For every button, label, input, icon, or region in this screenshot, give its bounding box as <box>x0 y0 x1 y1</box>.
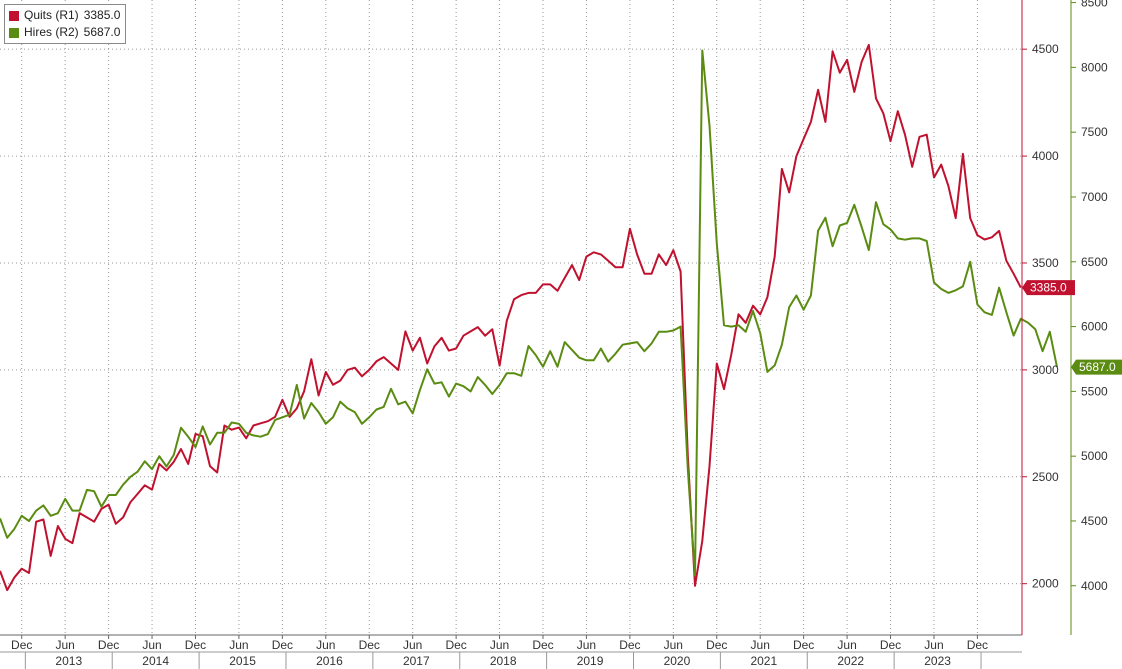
x-axis-month-label: Jun <box>577 638 596 652</box>
x-axis-month-label: Dec <box>967 638 988 652</box>
axis-r1-tick-label: 3500 <box>1032 256 1059 270</box>
x-axis-month-label: Jun <box>316 638 335 652</box>
legend-last-hires: 5687.0 <box>83 25 121 39</box>
legend-label-quits: Quits (R1) <box>24 8 79 22</box>
x-axis-year-label: 2017 <box>403 654 430 668</box>
legend-label-hires: Hires (R2) <box>24 25 79 39</box>
x-axis-year-label: 2021 <box>750 654 777 668</box>
x-axis-month-label: Jun <box>229 638 248 652</box>
x-axis-year-label: 2023 <box>924 654 951 668</box>
x-axis-month-label: Jun <box>490 638 509 652</box>
x-axis-month-label: Dec <box>793 638 814 652</box>
x-axis-month-label: Jun <box>55 638 74 652</box>
legend-item-hires: Hires (R2) 5687.0 <box>9 24 120 41</box>
axis-r2-tick-label: 8500 <box>1081 0 1108 10</box>
x-axis-month-label: Dec <box>272 638 293 652</box>
axis-r2-tick-label: 4000 <box>1081 579 1108 593</box>
series-line-hires <box>0 49 1058 577</box>
x-axis-month-label: Jun <box>751 638 770 652</box>
x-axis-month-label: Dec <box>445 638 466 652</box>
axis-r1-quits: 2000 2500 3000 3500 4000 4500 <box>1021 0 1059 635</box>
x-axis-month-label: Dec <box>185 638 206 652</box>
axis-r1-tick-label: 2500 <box>1032 470 1059 484</box>
x-axis-month-label: Jun <box>837 638 856 652</box>
axis-r1-tick-label: 2000 <box>1032 577 1059 591</box>
axis-r2-tick-label: 5500 <box>1081 384 1108 398</box>
x-axis-year-label: 2013 <box>55 654 82 668</box>
legend-item-quits: Quits (R1) 3385.0 <box>9 7 120 24</box>
x-axis-year-label: 2015 <box>229 654 256 668</box>
axis-r1-tick-label: 3000 <box>1032 363 1059 377</box>
last-value-label-hires: 5687.0 <box>1079 360 1116 374</box>
last-value-label-quits: 3385.0 <box>1030 281 1067 295</box>
x-axis-month-label: Dec <box>619 638 640 652</box>
axis-r1-tick-label: 4500 <box>1032 42 1059 56</box>
series-lines <box>0 43 1058 592</box>
legend-swatch-quits <box>9 10 19 21</box>
grid <box>0 0 1022 635</box>
x-axis-month-label: Dec <box>11 638 32 652</box>
axis-r2-tick-label: 8000 <box>1081 60 1108 74</box>
x-axis-year-label: 2022 <box>837 654 864 668</box>
axis-r2-tick-label: 4500 <box>1081 514 1108 528</box>
series-line-quits <box>0 43 1022 592</box>
last-value-flag-quits <box>1022 280 1075 296</box>
x-axis-month-label: Jun <box>924 638 943 652</box>
axis-r2-tick-label: 6000 <box>1081 320 1108 334</box>
x-axis-year-label: 2014 <box>142 654 169 668</box>
axis-r2-tick-label: 7500 <box>1081 125 1108 139</box>
x-axis-month-label: Dec <box>706 638 727 652</box>
x-axis-month-label: Dec <box>880 638 901 652</box>
x-axis-year-label: 2018 <box>490 654 517 668</box>
x-axis-month-label: Dec <box>359 638 380 652</box>
x-axis-month-label: Dec <box>98 638 119 652</box>
x-axis-year-label: 2020 <box>664 654 691 668</box>
axis-r2-tick-label: 7000 <box>1081 190 1108 204</box>
legend-last-quits: 3385.0 <box>83 8 121 22</box>
x-axis-year-label: 2016 <box>316 654 343 668</box>
legend-swatch-hires <box>9 27 19 38</box>
axis-r1-tick-label: 4000 <box>1032 149 1059 163</box>
legend: Quits (R1) 3385.0 Hires (R2) 5687.0 <box>4 4 127 44</box>
last-value-labels: 3385.0 5687.0 <box>1022 280 1122 375</box>
x-axis: Dec Jun Dec Jun Dec Jun Dec Jun Dec Jun Dec Jun Dec J… <box>0 634 1022 669</box>
axis-r2-tick-label: 5000 <box>1081 449 1108 463</box>
x-axis-year-label: 2019 <box>577 654 604 668</box>
x-axis-month-label: Jun <box>664 638 683 652</box>
x-axis-month-label: Jun <box>142 638 161 652</box>
x-axis-month-label: Dec <box>532 638 553 652</box>
x-axis-month-label: Jun <box>403 638 422 652</box>
axis-r2-tick-label: 6500 <box>1081 255 1108 269</box>
last-value-flag-hires <box>1071 359 1122 375</box>
axis-r2-hires: 4000 4500 5000 5500 6000 6500 7000 7500 8000 8500 <box>1070 0 1108 635</box>
